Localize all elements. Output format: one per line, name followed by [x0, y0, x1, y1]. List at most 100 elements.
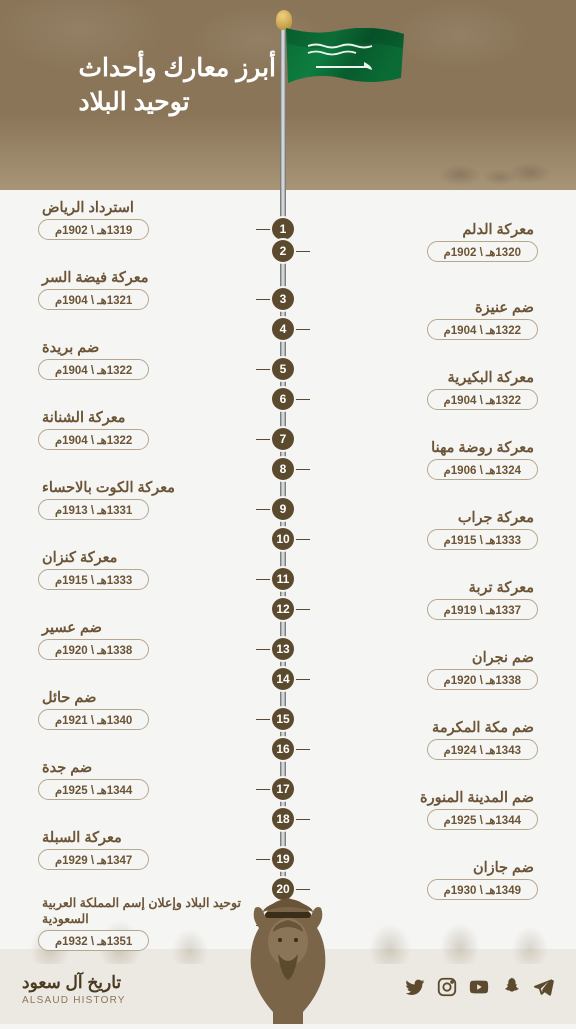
timeline-event: معركة جراب 1333هـ \ 1915م: [298, 510, 538, 550]
event-number-2: 2: [272, 240, 294, 262]
event-date: 1321هـ \ 1904م: [38, 289, 149, 310]
title-line-1: أبرز معارك وأحداث: [79, 52, 277, 86]
event-date: 1322هـ \ 1904م: [427, 319, 538, 340]
founder-portrait: [233, 894, 343, 1024]
youtube-icon[interactable]: [468, 976, 490, 998]
timeline: 1 استرداد الرياض 1319هـ \ 1902م 2معركة الدل…: [0, 200, 576, 949]
timeline-event: معركة الكوت بالاحساء 1331هـ \ 1913م: [38, 480, 278, 520]
timeline-event: معركة روضة مهنا 1324هـ \ 1906م: [298, 440, 538, 480]
timeline-event: ضم عسير 1338هـ \ 1920م: [38, 620, 278, 660]
event-number-13: 13: [272, 638, 294, 660]
timeline-event: ضم حائل1340هـ \ 1921م: [38, 690, 278, 730]
event-date: 1331هـ \ 1913م: [38, 499, 149, 520]
event-date: 1324هـ \ 1906م: [427, 459, 538, 480]
page-title: أبرز معارك وأحداث توحيد البلاد: [79, 52, 277, 120]
timeline-event: معركة البكيرية 1322هـ \ 1904م: [298, 370, 538, 410]
timeline-event: معركة السبلة 1347هـ \ 1929م: [38, 830, 278, 870]
event-title: ضم مكة المكرمة: [298, 720, 538, 736]
event-title: معركة فيضة السر: [38, 270, 278, 286]
connector: [292, 889, 310, 890]
flagpole-finial: [276, 10, 292, 30]
timeline-event: ضم عنيزة 1322هـ \ 1904م: [298, 300, 538, 340]
event-number-17: 17: [272, 778, 294, 800]
event-title: معركة جراب: [298, 510, 538, 526]
twitter-icon[interactable]: [404, 976, 426, 998]
event-title: معركة الشنانة: [38, 410, 278, 426]
event-title: معركة البكيرية: [298, 370, 538, 386]
event-number-1: 1: [272, 218, 294, 240]
social-icons: [404, 976, 554, 998]
event-date: 1322هـ \ 1904م: [38, 359, 149, 380]
event-title: ضم عسير: [38, 620, 278, 636]
timeline-event: معركة كنزان 1333هـ \ 1915م: [38, 550, 278, 590]
event-number-5: 5: [272, 358, 294, 380]
event-date: 1338هـ \ 1920م: [38, 639, 149, 660]
event-title: معركة تربة: [298, 580, 538, 596]
brand: تاريخ آل سعود ALSAUD HISTORY: [22, 973, 126, 1006]
timeline-event: ضم مكة المكرمة 1343هـ \ 1924م: [298, 720, 538, 760]
event-title: معركة روضة مهنا: [298, 440, 538, 456]
connector: [292, 539, 310, 540]
instagram-icon[interactable]: [436, 976, 458, 998]
event-title: ضم المدينة المنورة: [298, 790, 538, 806]
event-number-14: 14: [272, 668, 294, 690]
brand-arabic: تاريخ آل سعود: [22, 973, 126, 993]
event-number-4: 4: [272, 318, 294, 340]
event-date: 1322هـ \ 1904م: [427, 389, 538, 410]
title-line-2: توحيد البلاد: [79, 86, 277, 120]
event-title: معركة السبلة: [38, 830, 278, 846]
event-title: ضم بريدة: [38, 340, 278, 356]
event-title: معركة الدلم: [298, 222, 538, 238]
event-title: ضم عنيزة: [298, 300, 538, 316]
event-date: 1343هـ \ 1924م: [427, 739, 538, 760]
brand-english: ALSAUD HISTORY: [22, 995, 126, 1006]
timeline-event: ضم بريدة 1322هـ \ 1904م: [38, 340, 278, 380]
event-date: 1322هـ \ 1904م: [38, 429, 149, 450]
event-number-3: 3: [272, 288, 294, 310]
connector: [292, 749, 310, 750]
event-number-10: 10: [272, 528, 294, 550]
event-number-8: 8: [272, 458, 294, 480]
event-number-11: 11: [272, 568, 294, 590]
event-number-6: 6: [272, 388, 294, 410]
snapchat-icon[interactable]: [500, 976, 522, 998]
event-number-12: 12: [272, 598, 294, 620]
timeline-event: ضم المدينة المنورة 1344هـ \ 1925م: [298, 790, 538, 830]
timeline-event: ضم جدة 1344هـ \ 1925م: [38, 760, 278, 800]
timeline-event: معركة الشنانة 1322هـ \ 1904م: [38, 410, 278, 450]
event-date: 1347هـ \ 1929م: [38, 849, 149, 870]
event-date: 1320هـ \ 1902م: [427, 241, 538, 262]
header-silhouettes: [0, 135, 576, 190]
connector: [292, 609, 310, 610]
event-title: استرداد الرياض: [38, 200, 278, 216]
event-title: ضم جدة: [38, 760, 278, 776]
event-number-19: 19: [272, 848, 294, 870]
timeline-event: معركة الدلم 1320هـ \ 1902م: [298, 222, 538, 262]
timeline-event: معركة تربة 1337هـ \ 1919م: [298, 580, 538, 620]
event-date: 1344هـ \ 1925م: [38, 779, 149, 800]
timeline-event: معركة فيضة السر 1321هـ \ 1904م: [38, 270, 278, 310]
connector: [292, 251, 310, 252]
event-date: 1351هـ \ 1932م: [38, 930, 149, 951]
event-date: 1344هـ \ 1925م: [427, 809, 538, 830]
event-number-18: 18: [272, 808, 294, 830]
timeline-event: استرداد الرياض 1319هـ \ 1902م: [38, 200, 278, 240]
event-title: معركة كنزان: [38, 550, 278, 566]
event-date: 1337هـ \ 1919م: [427, 599, 538, 620]
event-date: 1349هـ \ 1930م: [427, 879, 538, 900]
event-date: 1333هـ \ 1915م: [38, 569, 149, 590]
connector: [292, 819, 310, 820]
event-title: ضم نجران: [298, 650, 538, 666]
event-number-9: 9: [272, 498, 294, 520]
event-date: 1338هـ \ 1920م: [427, 669, 538, 690]
event-title: معركة الكوت بالاحساء: [38, 480, 278, 496]
event-date: 1333هـ \ 1915م: [427, 529, 538, 550]
event-number-16: 16: [272, 738, 294, 760]
event-title: ضم جازان: [298, 860, 538, 876]
event-date: 1319هـ \ 1902م: [38, 219, 149, 240]
connector: [292, 399, 310, 400]
connector: [292, 469, 310, 470]
event-number-7: 7: [272, 428, 294, 450]
event-date: 1340هـ \ 1921م: [38, 709, 149, 730]
telegram-icon[interactable]: [532, 976, 554, 998]
